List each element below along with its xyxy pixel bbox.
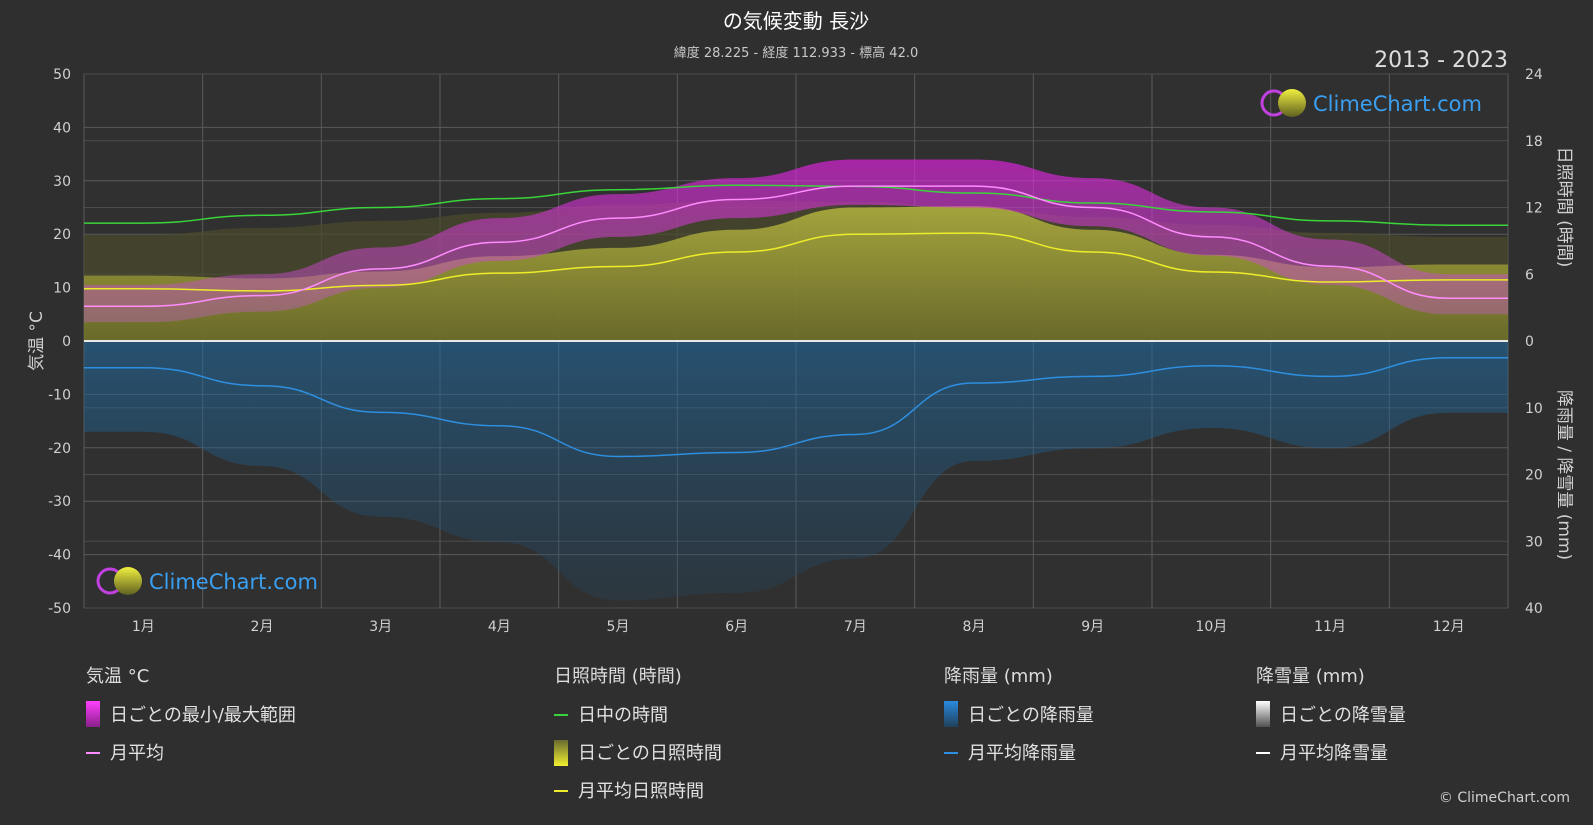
plot-series (84, 159, 1508, 601)
left-tick-label: -50 (48, 601, 71, 617)
left-tick-label: -10 (48, 387, 71, 403)
legend-rain-avg: 月平均降雨量 (968, 743, 1076, 764)
legend-sun-daily-swatch (554, 740, 568, 766)
right-sun-tick-label: 6 (1525, 267, 1534, 283)
chart-subtitle: 緯度 28.225 - 経度 112.933 - 標高 42.0 (674, 45, 919, 61)
legend: 気温 °C 日ごとの最小/最大範囲 月平均 日照時間 (時間) 日中の時間 日ご… (86, 666, 1406, 802)
year-range: 2013 - 2023 (1374, 48, 1508, 73)
left-tick-label: -30 (48, 494, 71, 510)
temperature-avg-line (84, 185, 1508, 308)
left-tick-label: -20 (48, 441, 71, 457)
left-tick-label: 50 (53, 67, 71, 83)
month-label: 12月 (1433, 619, 1465, 635)
legend-temp-heading: 気温 °C (86, 666, 149, 687)
month-label: 10月 (1195, 619, 1227, 635)
right-axis-sun-title: 日照時間 (時間) (1554, 147, 1574, 268)
left-tick-label: 30 (53, 174, 71, 190)
month-label: 2月 (251, 619, 274, 635)
logo-sun-icon (1278, 89, 1306, 117)
sunshine-avg-line (84, 232, 1508, 292)
legend-temp-range: 日ごとの最小/最大範囲 (110, 705, 296, 726)
left-tick-label: 20 (53, 227, 71, 243)
temperature-range-band (84, 159, 1508, 323)
right-precip-tick-label: 20 (1525, 468, 1543, 484)
legend-sun-heading: 日照時間 (時間) (554, 666, 682, 687)
rain-daily-area (84, 341, 1508, 601)
right-sun-tick-label: 12 (1525, 201, 1543, 217)
right-sun-tick-label: 18 (1525, 134, 1543, 150)
logo-text-top: ClimeChart.com (1313, 92, 1482, 116)
logo-sun-icon (114, 567, 142, 595)
logo-top: ClimeChart.com (1260, 89, 1482, 117)
legend-daylight: 日中の時間 (578, 705, 668, 726)
month-label: 11月 (1314, 619, 1346, 635)
right-precip-tick-label: 30 (1525, 534, 1543, 550)
legend-temp-range-swatch (86, 701, 100, 727)
month-label: 8月 (963, 619, 986, 635)
legend-sun-daily: 日ごとの日照時間 (578, 743, 722, 764)
legend-sun-avg: 月平均日照時間 (578, 781, 704, 802)
month-label: 3月 (369, 619, 392, 635)
logo-text-bottom: ClimeChart.com (149, 570, 318, 594)
legend-temp-avg: 月平均 (110, 743, 164, 764)
chart-title: の気候変動 長沙 (723, 9, 869, 33)
left-axis-title: 気温 °C (27, 311, 47, 371)
month-label: 4月 (488, 619, 511, 635)
right-precip-tick-label: 10 (1525, 401, 1543, 417)
right-precip-tick-label: 40 (1525, 601, 1543, 617)
legend-snow-avg: 月平均降雪量 (1280, 743, 1388, 764)
month-label: 9月 (1081, 619, 1104, 635)
right-sun-tick-label: 24 (1525, 67, 1543, 83)
month-label: 5月 (607, 619, 630, 635)
copyright: © ClimeChart.com (1439, 790, 1570, 806)
legend-rain-heading: 降雨量 (mm) (944, 666, 1053, 687)
axis-ticks: 50 40 30 20 10 0 -10 -20 -30 -40 -50 24 18 12 6 0 10 20 30… (48, 67, 1543, 635)
legend-snow-heading: 降雪量 (mm) (1256, 666, 1365, 687)
legend-rain-daily: 日ごとの降雨量 (968, 705, 1094, 726)
month-label: 6月 (725, 619, 748, 635)
right-sun-tick-label: 0 (1525, 334, 1534, 350)
logo-bottom: ClimeChart.com (96, 567, 318, 595)
left-tick-label: -40 (48, 548, 71, 564)
right-axis-precip-title: 降雨量 / 降雪量 (mm) (1554, 390, 1574, 560)
rain-avg-line (84, 356, 1508, 458)
legend-snow-daily: 日ごとの降雪量 (1280, 705, 1406, 726)
month-label: 7月 (844, 619, 867, 635)
month-label: 1月 (132, 619, 155, 635)
daylight-line (84, 184, 1508, 227)
left-tick-label: 0 (62, 334, 71, 350)
legend-rain-daily-swatch (944, 701, 958, 727)
sunshine-daily-area (84, 206, 1508, 341)
left-tick-label: 10 (53, 281, 71, 297)
legend-snow-daily-swatch (1256, 701, 1270, 727)
left-tick-label: 40 (53, 120, 71, 136)
